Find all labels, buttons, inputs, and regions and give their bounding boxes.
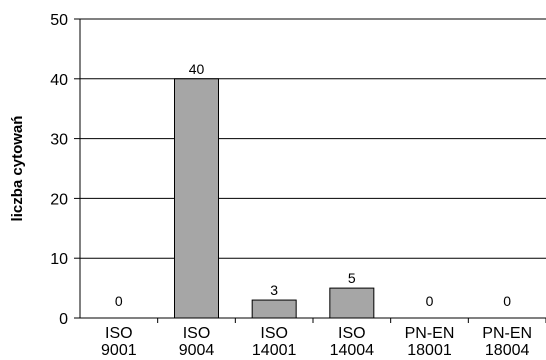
data-label: 0 (115, 293, 123, 309)
y-tick-label: 20 (50, 191, 68, 208)
x-category-label: ISO (260, 325, 288, 342)
x-category-label: ISO (338, 325, 366, 342)
y-tick-label: 40 (50, 72, 68, 89)
x-category-label: 9001 (101, 342, 137, 359)
axes (79, 19, 546, 319)
data-label: 40 (189, 61, 205, 77)
x-category-labels: ISO9001ISO9004ISO14001ISO14004PN-EN18001… (101, 318, 546, 359)
x-category-label: PN-EN (482, 325, 532, 342)
bars (174, 78, 375, 319)
data-label: 3 (270, 282, 278, 298)
bar (329, 287, 375, 319)
gridlines (80, 18, 546, 259)
y-axis-label: liczba cytowań (9, 116, 26, 222)
x-category-label: ISO (183, 325, 211, 342)
x-category-label: ISO (105, 325, 133, 342)
x-category-label: 9004 (179, 342, 215, 359)
x-category-label: 18001 (407, 342, 452, 359)
y-tick-label: 10 (50, 251, 68, 268)
bar (251, 299, 297, 319)
y-tick-label: 30 (50, 132, 68, 149)
y-tick-label: 50 (50, 12, 68, 29)
x-category-label: 14004 (330, 342, 375, 359)
x-category-label: 18004 (485, 342, 530, 359)
data-label: 0 (503, 293, 511, 309)
data-labels: 0 40 3 5 0 0 (115, 61, 511, 309)
x-category-label: PN-EN (405, 325, 455, 342)
x-category-label: 14001 (252, 342, 297, 359)
y-tick-label: 0 (59, 311, 68, 328)
y-tick-labels: 0 10 20 30 40 50 (50, 12, 80, 328)
bar (174, 78, 219, 319)
data-label: 5 (348, 270, 356, 286)
data-label: 0 (426, 293, 434, 309)
